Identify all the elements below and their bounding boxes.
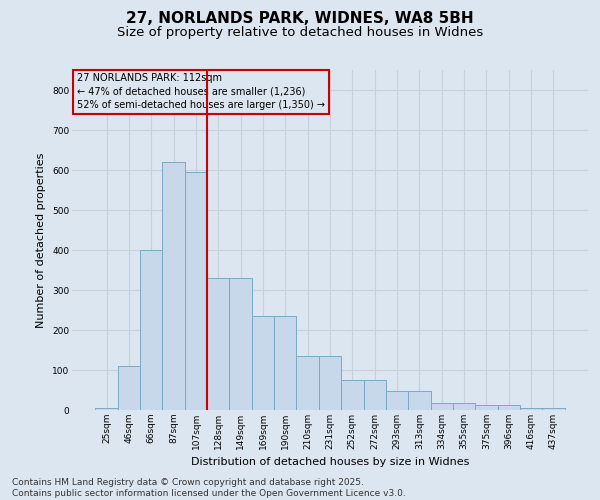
Bar bbox=[95, 408, 118, 410]
Bar bbox=[296, 356, 319, 410]
Text: 27, NORLANDS PARK, WIDNES, WA8 5BH: 27, NORLANDS PARK, WIDNES, WA8 5BH bbox=[126, 11, 474, 26]
Bar bbox=[185, 172, 207, 410]
Bar bbox=[229, 278, 252, 410]
Bar bbox=[140, 250, 163, 410]
Bar bbox=[497, 405, 520, 410]
Text: Size of property relative to detached houses in Widnes: Size of property relative to detached ho… bbox=[117, 26, 483, 39]
Bar bbox=[386, 391, 408, 410]
Y-axis label: Number of detached properties: Number of detached properties bbox=[37, 152, 46, 328]
Bar bbox=[118, 366, 140, 410]
Bar bbox=[207, 278, 229, 410]
Bar bbox=[163, 162, 185, 410]
Text: 27 NORLANDS PARK: 112sqm
← 47% of detached houses are smaller (1,236)
52% of sem: 27 NORLANDS PARK: 112sqm ← 47% of detach… bbox=[77, 74, 325, 110]
Bar bbox=[431, 403, 453, 410]
X-axis label: Distribution of detached houses by size in Widnes: Distribution of detached houses by size … bbox=[191, 458, 469, 468]
Bar bbox=[341, 380, 364, 410]
Bar bbox=[520, 408, 542, 410]
Text: Contains HM Land Registry data © Crown copyright and database right 2025.
Contai: Contains HM Land Registry data © Crown c… bbox=[12, 478, 406, 498]
Bar bbox=[475, 405, 497, 410]
Bar bbox=[319, 356, 341, 410]
Bar bbox=[274, 316, 296, 410]
Bar bbox=[252, 316, 274, 410]
Bar bbox=[453, 403, 475, 410]
Bar bbox=[542, 408, 565, 410]
Bar bbox=[364, 380, 386, 410]
Bar bbox=[408, 391, 431, 410]
